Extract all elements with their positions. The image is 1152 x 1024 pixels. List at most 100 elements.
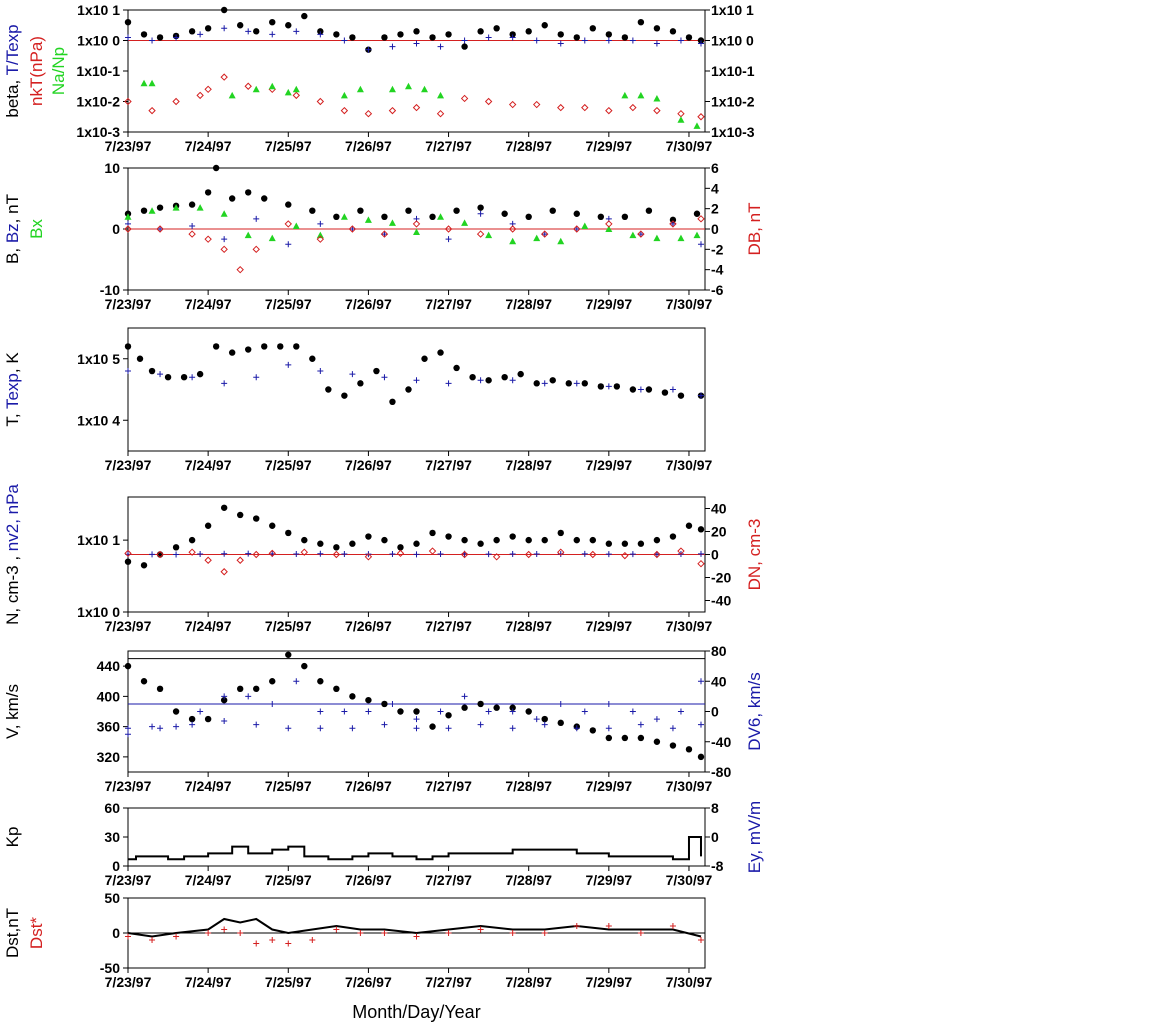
data-point (269, 678, 276, 685)
data-point (325, 386, 332, 393)
data-point (173, 34, 180, 41)
data-point (125, 34, 131, 41)
data-point (445, 930, 452, 936)
data-point (445, 712, 452, 719)
data-point (140, 678, 148, 685)
data-point (605, 225, 613, 232)
x-tick-label: 7/29/97 (585, 872, 632, 888)
data-point (509, 237, 517, 245)
data-point (156, 550, 164, 559)
y-axis-label: Dst,nT (3, 908, 22, 958)
data-point (697, 550, 704, 557)
data-point (365, 533, 372, 540)
panel-5: 320 360 400 440 -80 -40 0 40 80 7/23/97 7/24/97 7/2… (3, 643, 764, 794)
y2-axis-label: Ey, mV/m (745, 801, 764, 873)
data-point (357, 207, 364, 214)
data-point (637, 91, 645, 99)
data-point (189, 374, 196, 381)
y-axis-label: T, Texp, K (3, 352, 22, 427)
data-point (253, 374, 260, 381)
data-point (261, 343, 268, 350)
data-point (541, 721, 548, 728)
data-point (388, 85, 396, 93)
data-point (677, 234, 685, 242)
data-point (220, 73, 228, 81)
data-point (485, 708, 492, 715)
data-point (356, 85, 364, 93)
data-point (477, 28, 484, 35)
y2-tick-label: 0 (711, 704, 719, 720)
data-point (669, 533, 677, 540)
y2-tick-label: 0 (711, 547, 719, 563)
x-tick-label: 7/24/97 (185, 974, 232, 990)
data-point (697, 241, 704, 248)
data-point (581, 550, 588, 557)
data-point (533, 234, 541, 242)
data-point (253, 685, 260, 693)
data-point (573, 226, 580, 232)
data-point (156, 225, 164, 233)
data-point (621, 213, 629, 220)
y2-tick-label: 1x10-2 (711, 94, 755, 110)
data-point (697, 40, 704, 47)
x-tick-label: 7/25/97 (265, 296, 312, 312)
data-point (365, 46, 372, 53)
data-point (485, 231, 493, 239)
data-point (236, 511, 244, 519)
data-point (284, 88, 292, 96)
data-point (444, 225, 453, 233)
y2-axis-label: DV6, km/s (745, 672, 764, 750)
data-point (541, 930, 548, 936)
data-point (373, 367, 380, 375)
data-point (285, 725, 292, 732)
data-point (653, 536, 661, 544)
data-point (172, 97, 180, 106)
data-point (381, 213, 388, 220)
data-point (677, 708, 684, 715)
data-point (333, 31, 340, 38)
data-point (645, 386, 653, 393)
data-point (388, 219, 396, 226)
data-point (332, 550, 341, 559)
x-tick-label: 7/27/97 (425, 457, 472, 473)
data-point (413, 551, 420, 558)
data-point (269, 700, 276, 707)
x-tick-label: 7/24/97 (185, 778, 232, 794)
y-axis-label-3: Na/Np (49, 47, 68, 95)
y2-axis-label: DB, nT (745, 203, 764, 256)
data-point (461, 37, 468, 44)
data-point (253, 215, 260, 222)
data-point (172, 204, 180, 211)
data-point (461, 536, 468, 544)
data-point (341, 708, 348, 715)
data-point (509, 708, 516, 715)
data-point (349, 34, 356, 41)
data-point (557, 529, 564, 537)
data-point (389, 550, 396, 557)
data-point (221, 718, 228, 724)
data-point (477, 377, 484, 384)
y2-tick-label: -8 (711, 858, 724, 874)
data-point (253, 940, 260, 947)
data-point (653, 25, 661, 32)
data-point (389, 700, 396, 707)
data-point (541, 231, 548, 238)
data-point (549, 207, 556, 214)
data-point (341, 37, 348, 44)
data-point (189, 222, 196, 229)
data-point (445, 380, 452, 387)
series-line (127, 917, 702, 938)
data-point (428, 547, 437, 555)
data-point (317, 28, 324, 35)
x-tick-label: 7/28/97 (505, 457, 552, 473)
data-point (173, 551, 180, 558)
data-point (285, 651, 292, 658)
data-point (413, 28, 420, 35)
data-point (136, 355, 144, 362)
y-tick-label: 1x10-2 (76, 94, 120, 110)
data-point (661, 389, 669, 396)
data-point (253, 515, 260, 522)
data-point (484, 97, 493, 106)
data-point (268, 82, 276, 90)
data-point (697, 678, 704, 685)
